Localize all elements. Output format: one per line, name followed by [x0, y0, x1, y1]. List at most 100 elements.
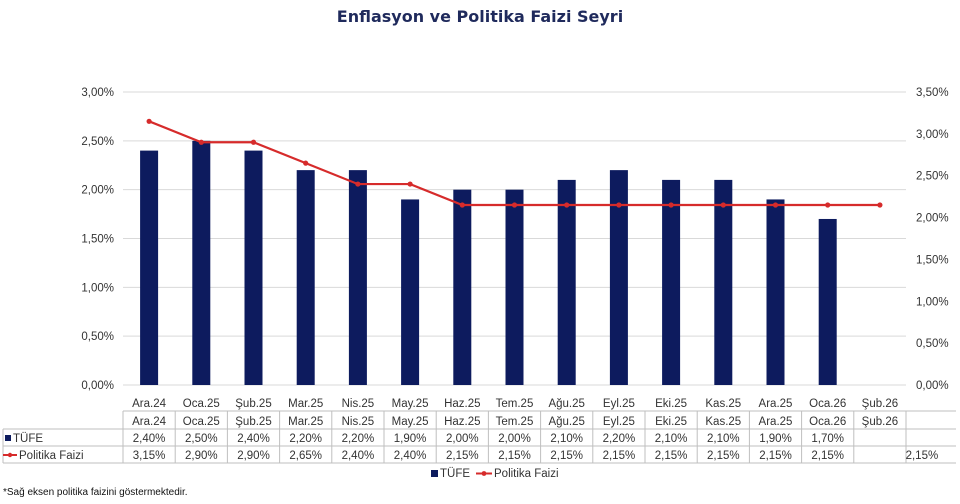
legend-label: Politika Faizi [494, 468, 559, 480]
table-header-cell: Mar.25 [288, 416, 323, 428]
table-header-cell: Kas.25 [705, 416, 741, 428]
left-axis-tick-label: 2,00% [81, 185, 114, 197]
table-value-cell: 2,20% [603, 433, 636, 445]
legend-key-tufe [431, 470, 438, 477]
table-value-cell: 2,15% [906, 450, 939, 462]
table-value-cell: 2,20% [342, 433, 375, 445]
table-value-cell: 2,65% [289, 450, 322, 462]
x-axis-label: Eki.25 [655, 398, 687, 410]
bar-tufe [192, 140, 211, 385]
bar-tufe [818, 218, 837, 385]
table-value-cell: 2,50% [185, 433, 218, 445]
line-point-politika-faizi [772, 202, 779, 208]
left-axis-tick-label: 0,50% [81, 331, 114, 343]
x-axis-label: Ara.25 [759, 398, 793, 410]
x-axis-label: Şub.26 [862, 398, 898, 410]
right-axis-tick-label: 2,00% [916, 213, 949, 225]
line-point-politika-faizi [198, 139, 204, 145]
table-header-cell: Tem.25 [496, 416, 534, 428]
x-axis-label: Oca.26 [809, 398, 846, 410]
bar-tufe [766, 199, 785, 385]
table-value-cell: 2,40% [237, 433, 270, 445]
line-point-politika-faizi [303, 160, 309, 166]
table-value-cell: 2,15% [655, 450, 688, 462]
bar-tufe [714, 179, 733, 385]
legend-label: TÜFE [440, 468, 470, 480]
x-axis-label: Kas.25 [705, 398, 741, 410]
x-axis-label: May.25 [392, 398, 429, 410]
x-axis-label: Ağu.25 [548, 398, 584, 410]
x-axis-label: Oca.25 [183, 398, 220, 410]
line-point-politika-faizi [825, 202, 831, 208]
table-value-cell: 2,15% [498, 450, 531, 462]
table-value-cell: 2,90% [237, 450, 270, 462]
line-point-politika-faizi [250, 139, 257, 145]
line-point-politika-faizi [616, 202, 622, 208]
table-header-cell: Nis.25 [342, 416, 375, 428]
table-value-cell: 2,10% [707, 433, 740, 445]
x-axis-label: Şub.25 [235, 398, 271, 410]
table-value-cell: 2,10% [550, 433, 583, 445]
table-key-marker [7, 452, 13, 458]
x-axis-label: Nis.25 [342, 398, 375, 410]
table-header-cell: Haz.25 [444, 416, 480, 428]
legend-key-marker [481, 471, 487, 476]
table-value-cell: 2,15% [811, 450, 844, 462]
bar-tufe [662, 179, 681, 385]
line-point-politika-faizi [407, 181, 413, 187]
table-header-cell: Ara.25 [759, 416, 793, 428]
line-point-politika-faizi [564, 202, 570, 208]
table-series-name: TÜFE [13, 433, 43, 445]
bar-tufe [505, 189, 524, 385]
table-header-cell: May.25 [392, 416, 429, 428]
x-axis-label: Haz.25 [444, 398, 480, 410]
table-value-cell: 2,15% [603, 450, 636, 462]
bar-tufe [453, 189, 472, 385]
table-value-cell: 2,15% [759, 450, 792, 462]
line-point-politika-faizi [720, 202, 726, 208]
table-value-cell: 2,40% [394, 450, 427, 462]
left-axis-tick-label: 0,00% [81, 380, 114, 392]
line-point-politika-faizi [877, 202, 883, 208]
table-key-tufe [5, 435, 11, 441]
bar-tufe [401, 199, 420, 385]
left-axis-tick-label: 1,50% [81, 234, 114, 246]
x-axis-label: Ara.24 [132, 398, 166, 410]
table-value-cell: 2,15% [446, 450, 479, 462]
table-header-cell: Şub.26 [862, 416, 898, 428]
table-value-cell: 2,15% [550, 450, 583, 462]
bar-tufe [244, 150, 263, 385]
right-axis-tick-label: 0,50% [916, 338, 949, 350]
x-axis-label: Tem.25 [496, 398, 534, 410]
left-axis-tick-label: 1,00% [81, 282, 114, 294]
x-axis-label: Mar.25 [288, 398, 323, 410]
right-axis-tick-label: 1,50% [916, 254, 949, 266]
table-value-cell: 2,20% [289, 433, 322, 445]
left-axis-tick-label: 2,50% [81, 136, 114, 148]
footnote: *Sağ eksen politika faizini göstermekted… [3, 487, 188, 498]
table-value-cell: 2,00% [446, 433, 479, 445]
bar-tufe [140, 150, 159, 385]
table-series-name: Politika Faizi [19, 450, 84, 462]
table-header-cell: Ağu.25 [548, 416, 584, 428]
table-value-cell: 2,00% [498, 433, 531, 445]
table-header-cell: Oca.25 [183, 416, 220, 428]
line-point-politika-faizi [146, 118, 152, 124]
line-point-politika-faizi [459, 202, 465, 208]
table-value-cell: 3,15% [133, 450, 166, 462]
right-axis-tick-label: 1,00% [916, 296, 949, 308]
line-point-politika-faizi [511, 202, 518, 208]
bar-tufe [296, 170, 315, 385]
table-value-cell: 2,15% [707, 450, 740, 462]
right-axis-tick-label: 3,00% [916, 129, 949, 141]
right-axis-tick-label: 0,00% [916, 380, 949, 392]
table-header-cell: Ara.24 [132, 416, 166, 428]
right-axis-tick-label: 2,50% [916, 171, 949, 183]
bar-tufe [609, 170, 628, 385]
chart-title: Enflasyon ve Politika Faizi Seyri [336, 7, 624, 26]
table-value-cell: 2,90% [185, 450, 218, 462]
line-point-politika-faizi [668, 202, 674, 208]
table-value-cell: 2,40% [133, 433, 166, 445]
table-header-cell: Şub.25 [235, 416, 271, 428]
table-value-cell: 1,70% [811, 433, 844, 445]
